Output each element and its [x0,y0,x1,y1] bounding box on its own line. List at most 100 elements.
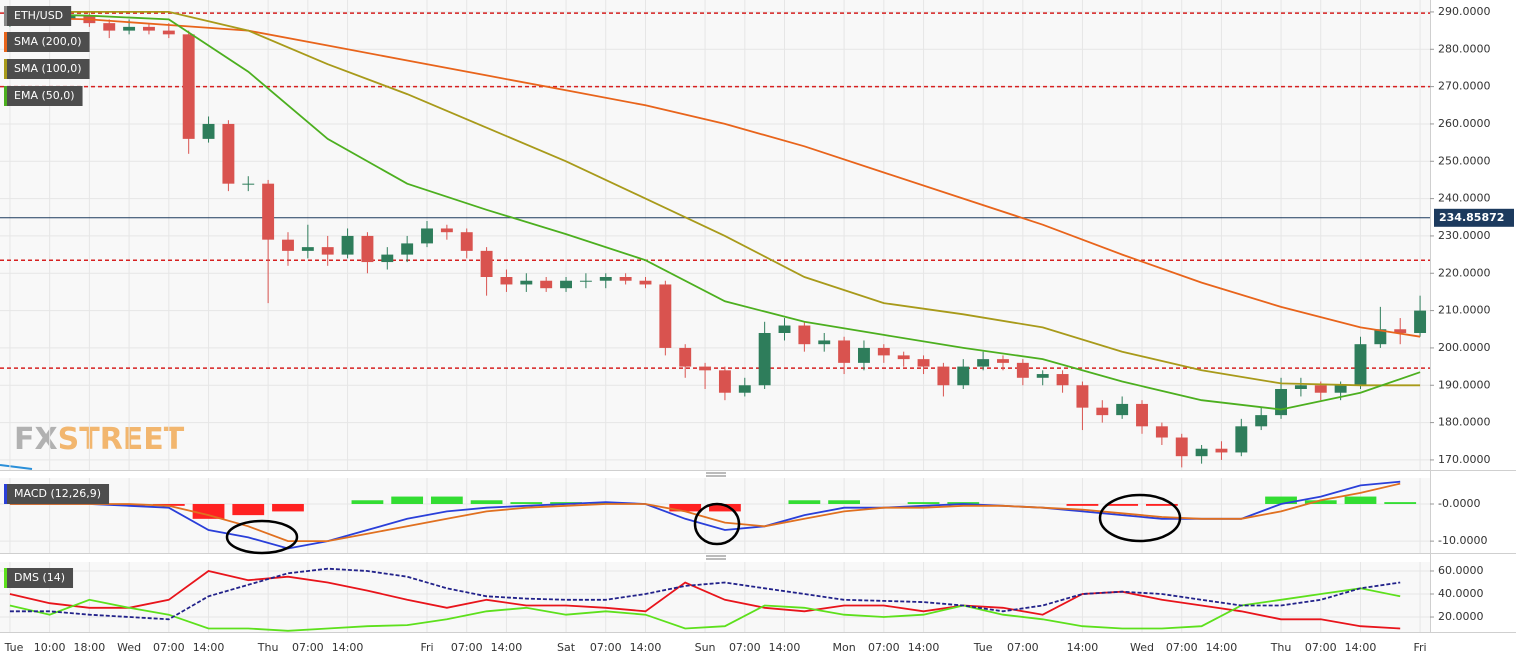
resize-grip[interactable] [706,555,726,560]
x-tick-label: 14:00 [332,641,364,654]
candle-body [1195,448,1208,457]
y-tick-label: 250.0000 [1438,154,1491,167]
histogram-bar [1344,496,1377,504]
indicator-line [9,480,1401,550]
histogram-bar [232,503,265,516]
candle-body [798,325,811,345]
histogram-bar [272,503,304,512]
candle-body [500,276,513,285]
x-tick-label: 14:00 [1206,641,1238,654]
candle-body [282,239,294,251]
legend-label: SMA (200,0) [14,35,82,48]
candle-body [460,232,473,251]
candle-body [818,340,831,345]
legend-box [4,484,110,504]
candle-body [579,280,592,282]
candle-body [897,355,910,360]
indicator-line [9,570,1401,630]
x-tick-label: 07:00 [1166,641,1198,654]
x-tick-label: Tue [4,641,24,654]
candle-body [1155,426,1168,438]
histogram-bar [589,502,622,504]
legend-item: DMS (14) [4,568,74,588]
candle-body [659,284,672,348]
histogram-bar [669,503,702,512]
candle-body [1294,385,1307,389]
x-tick-label: 10:00 [34,641,66,654]
candle-body [202,123,215,139]
x-tick-label: Wed [117,641,141,654]
y-tick-label: 260.0000 [1438,117,1491,130]
y-tick-label: 220.0000 [1438,266,1491,279]
indicator-line [9,12,1421,411]
histogram-bar [550,502,582,504]
candle-body [401,243,414,255]
candle-body [421,228,433,244]
candle-body [1096,407,1109,416]
candle-body [1036,374,1049,378]
annotation-ellipse [1098,493,1182,543]
x-tick-label: 14:00 [769,641,801,654]
macd-panel [0,478,1430,553]
legend-swatch [4,59,7,79]
candle-body [619,276,632,281]
watermark: FXSTREET [14,422,185,457]
candle-body [103,23,116,31]
legend-item: SMA (100,0) [4,59,90,79]
candle-body [381,254,394,263]
watermark-street: STREET [58,422,185,457]
candle-body [599,276,612,281]
legend-box [4,32,90,52]
indicator-line [9,587,1401,632]
candle-body [1235,426,1248,453]
candle-body [341,235,354,255]
y-tick-label: 60.0000 [1438,564,1484,577]
histogram-bar [351,500,384,504]
y-tick-label: 280.0000 [1438,42,1491,55]
candle-body [162,30,175,35]
y-tick-label: 230.0000 [1438,229,1491,242]
last-price-label: 234.85872 [1439,211,1504,224]
y-tick-label: 200.0000 [1438,341,1491,354]
candle-body [143,26,155,31]
candle-body [1016,362,1029,378]
candle-body [937,366,950,386]
x-tick-label: Wed [1130,641,1154,654]
x-tick-label: 14:00 [491,641,523,654]
x-tick-label: 14:00 [1345,641,1377,654]
x-tick-label: 07:00 [153,641,185,654]
candle-body [301,247,314,251]
x-tick-label: Sat [557,641,576,654]
candle-body [1076,385,1089,408]
histogram-bar [709,503,741,512]
drawing-line [0,464,33,470]
y-tick-label: -10.0000 [1438,534,1487,547]
legend-box [4,6,72,26]
candle-body [838,340,851,363]
y-tick-label: -0.0000 [1438,497,1480,510]
resize-grip[interactable] [706,472,726,477]
legend-item: EMA (50,0) [4,86,83,106]
candle-body [182,34,195,139]
histogram-bar [1304,500,1337,504]
legend-box [4,86,83,106]
histogram-bar [1384,502,1417,504]
histogram-bar [788,500,821,504]
legend-swatch [4,32,7,52]
candle-body [699,366,712,371]
y-tick-label: 40.0000 [1438,587,1484,600]
indicator-line [9,11,1421,387]
legend-label: EMA (50,0) [14,89,75,102]
candle-body [262,183,275,240]
candle-body [639,280,652,285]
candle-body [778,325,791,333]
legend-label: DMS (14) [14,571,65,584]
candle-body [1116,403,1129,416]
legend-swatch [4,484,7,504]
x-tick-label: Fri [1414,641,1427,654]
x-tick-label: 07:00 [1305,641,1337,654]
candle-body [540,280,553,289]
x-tick-label: 07:00 [451,641,483,654]
annotation-ellipse [225,519,299,555]
